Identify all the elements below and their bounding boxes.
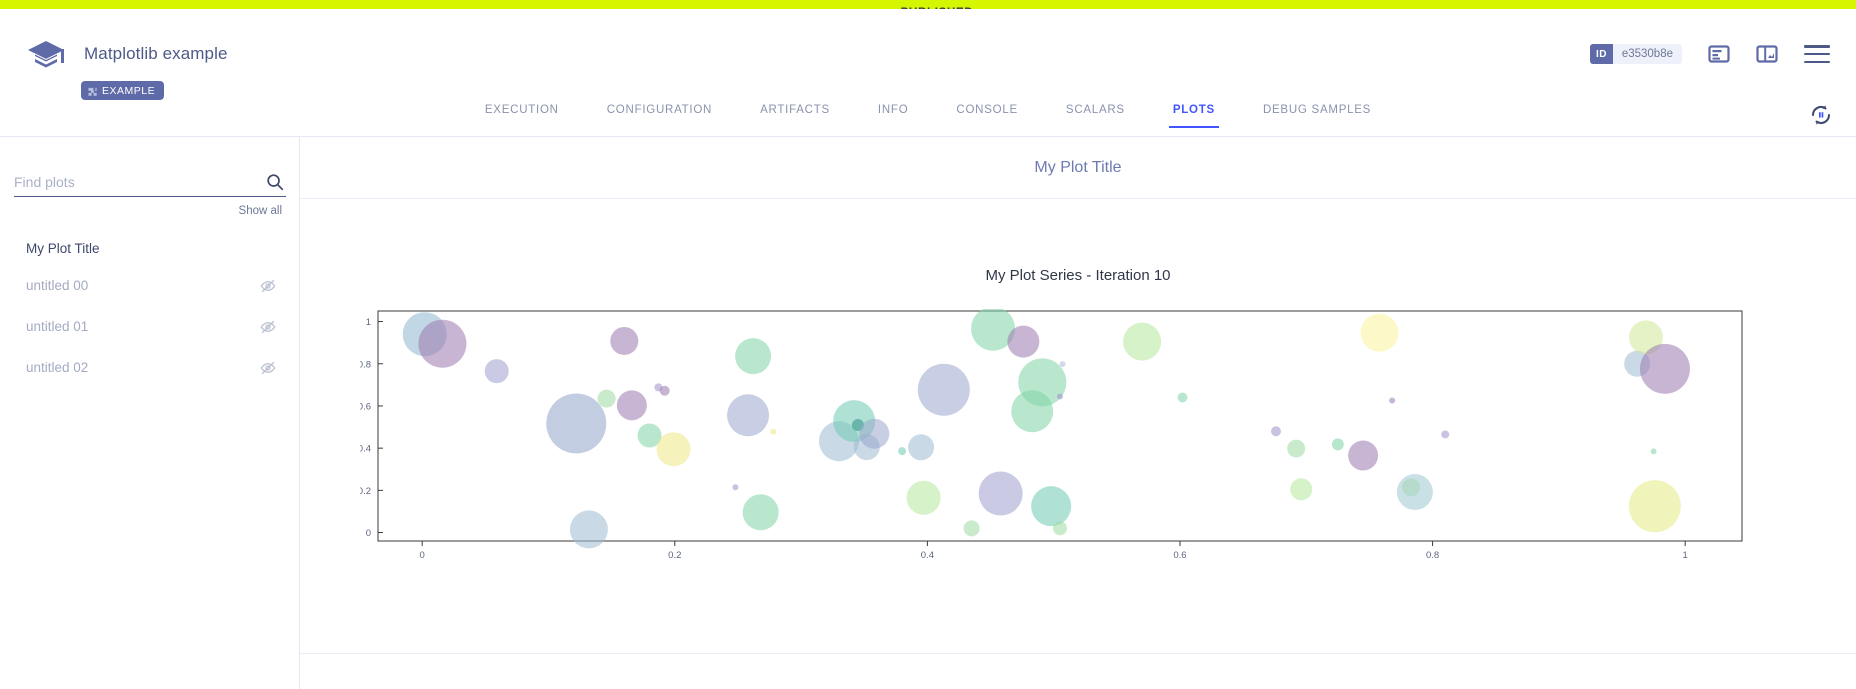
page-header: Matplotlib example EXAMPLE ID e3530b8e bbox=[0, 9, 1856, 104]
scatter-chart[interactable]: 0 0.2 0.4 0.6 0.8 1 0 0.2 0.4 0.6 0.8 1 bbox=[360, 309, 1760, 569]
svg-text:0.2: 0.2 bbox=[360, 486, 371, 497]
example-badge: EXAMPLE bbox=[81, 81, 165, 100]
tab-configuration[interactable]: CONFIGURATION bbox=[606, 104, 713, 116]
eye-off-icon[interactable] bbox=[260, 319, 276, 335]
search-icon[interactable] bbox=[266, 173, 284, 191]
eye-off-icon[interactable] bbox=[260, 360, 276, 376]
tab-info[interactable]: INFO bbox=[877, 104, 909, 116]
svg-text:0.6: 0.6 bbox=[360, 401, 371, 412]
tab-execution[interactable]: EXECUTION bbox=[484, 104, 559, 116]
plot-card: My Plot Series - Iteration 10 0 0.2 0.4 0.6… bbox=[300, 199, 1856, 689]
task-id-value: e3530b8e bbox=[1612, 44, 1682, 64]
show-all-link[interactable]: Show all bbox=[238, 205, 282, 217]
hamburger-menu-icon[interactable] bbox=[1804, 45, 1830, 63]
search-input[interactable] bbox=[14, 173, 266, 190]
log-panel-icon[interactable] bbox=[1708, 43, 1730, 65]
main-panel-title: My Plot Title bbox=[300, 137, 1856, 199]
search-plots-field[interactable] bbox=[14, 167, 286, 197]
plot-list: My Plot Title untitled 00 untitled 01 bbox=[0, 232, 300, 388]
svg-text:1: 1 bbox=[1683, 550, 1688, 561]
svg-text:0.6: 0.6 bbox=[1173, 550, 1186, 561]
svg-text:0.4: 0.4 bbox=[360, 444, 371, 455]
tab-plots[interactable]: PLOTS bbox=[1159, 104, 1229, 128]
plot-item-label: untitled 02 bbox=[26, 360, 89, 375]
svg-text:0: 0 bbox=[366, 528, 371, 539]
page-title: Matplotlib example bbox=[84, 44, 228, 63]
chart-title: My Plot Series - Iteration 10 bbox=[985, 267, 1171, 284]
svg-text:1: 1 bbox=[366, 317, 371, 328]
auto-refresh-paused-icon[interactable] bbox=[1808, 102, 1834, 128]
card-divider bbox=[300, 653, 1856, 654]
task-id-badge[interactable]: ID e3530b8e bbox=[1590, 44, 1682, 64]
tab-debug-samples[interactable]: DEBUG SAMPLES bbox=[1262, 104, 1372, 116]
svg-text:0.8: 0.8 bbox=[360, 359, 371, 370]
header-actions: ID e3530b8e bbox=[1590, 43, 1830, 65]
tab-scalars[interactable]: SCALARS bbox=[1065, 104, 1125, 116]
plot-item-label: untitled 01 bbox=[26, 319, 89, 334]
tab-artifacts[interactable]: ARTIFACTS bbox=[760, 104, 830, 116]
list-item[interactable]: untitled 00 bbox=[0, 265, 300, 306]
plots-sidebar: Show all My Plot Title untitled 00 untit… bbox=[0, 137, 300, 689]
puzzle-piece-icon bbox=[87, 85, 98, 96]
plots-main-panel: My Plot Title My Plot Series - Iteration… bbox=[300, 137, 1856, 689]
list-item[interactable]: untitled 01 bbox=[0, 306, 300, 347]
graduation-cap-icon bbox=[24, 35, 68, 75]
example-badge-label: EXAMPLE bbox=[102, 84, 156, 97]
task-id-key: ID bbox=[1590, 44, 1613, 64]
svg-text:0.8: 0.8 bbox=[1426, 550, 1439, 561]
plot-panel-icon[interactable] bbox=[1756, 43, 1778, 65]
eye-off-icon[interactable] bbox=[260, 278, 276, 294]
svg-text:0: 0 bbox=[420, 550, 425, 561]
list-item[interactable]: untitled 02 bbox=[0, 347, 300, 388]
svg-text:0.2: 0.2 bbox=[668, 550, 681, 561]
plot-item-label: untitled 00 bbox=[26, 278, 89, 293]
tab-console[interactable]: CONSOLE bbox=[956, 104, 1018, 116]
plot-group-header: My Plot Title bbox=[26, 241, 100, 256]
svg-text:0.4: 0.4 bbox=[921, 550, 934, 561]
task-tabs: EXECUTION CONFIGURATION ARTIFACTS INFO C… bbox=[0, 104, 1856, 137]
